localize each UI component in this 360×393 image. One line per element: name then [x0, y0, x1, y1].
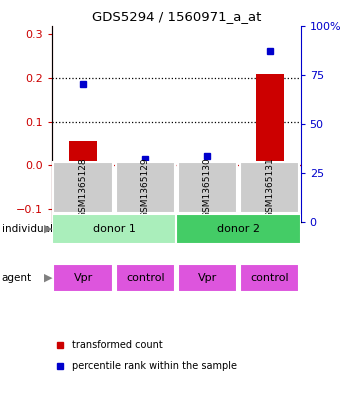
- Bar: [53, 264, 113, 292]
- Text: control: control: [126, 273, 165, 283]
- Text: ▶: ▶: [44, 273, 53, 283]
- Bar: [53, 162, 113, 213]
- Bar: [177, 264, 237, 292]
- Bar: [116, 162, 175, 213]
- Bar: [176, 214, 301, 244]
- Bar: [177, 162, 237, 213]
- Text: donor 2: donor 2: [217, 224, 260, 234]
- Bar: [52, 214, 176, 244]
- Text: GSM1365128: GSM1365128: [79, 157, 88, 218]
- Bar: [116, 264, 175, 292]
- Bar: [240, 162, 300, 213]
- Bar: [131, 165, 159, 195]
- Text: percentile rank within the sample: percentile rank within the sample: [72, 361, 237, 371]
- Text: transformed count: transformed count: [72, 340, 163, 350]
- Text: individual: individual: [2, 224, 53, 234]
- Text: GSM1365130: GSM1365130: [203, 157, 212, 218]
- Text: Vpr: Vpr: [198, 273, 217, 283]
- Text: agent: agent: [2, 273, 32, 283]
- Text: ▶: ▶: [44, 224, 53, 234]
- Bar: [69, 141, 97, 165]
- Text: GSM1365129: GSM1365129: [141, 157, 150, 218]
- Bar: [193, 165, 221, 195]
- Text: control: control: [250, 273, 289, 283]
- Text: GSM1365131: GSM1365131: [265, 157, 274, 218]
- Bar: [240, 264, 300, 292]
- Text: Vpr: Vpr: [74, 273, 93, 283]
- Bar: [256, 73, 284, 165]
- Text: donor 1: donor 1: [93, 224, 136, 234]
- Title: GDS5294 / 1560971_a_at: GDS5294 / 1560971_a_at: [92, 10, 261, 23]
